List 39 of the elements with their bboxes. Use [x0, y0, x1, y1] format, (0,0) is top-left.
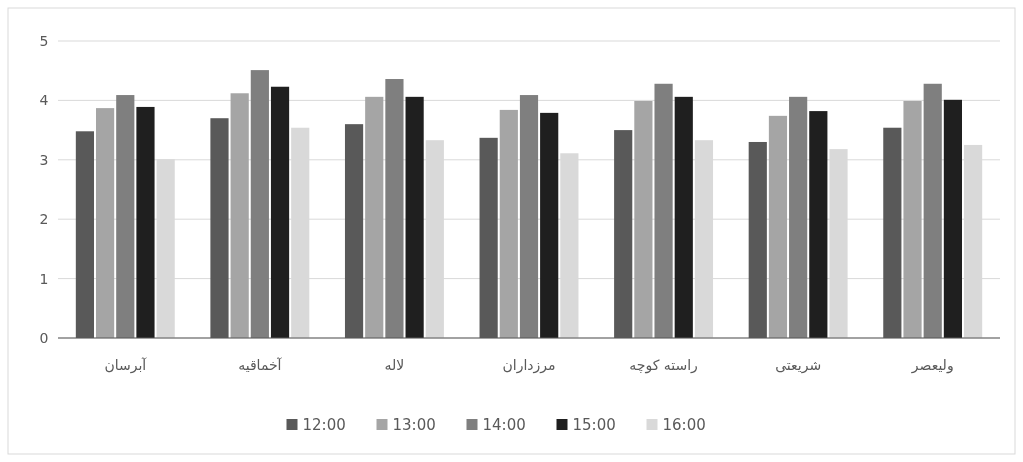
y-tick-label: 1 — [39, 270, 49, 287]
bar — [405, 96, 424, 338]
bar — [385, 79, 404, 338]
bar — [519, 95, 539, 338]
bar — [654, 83, 673, 338]
bar — [903, 100, 922, 338]
bar — [634, 100, 653, 338]
legend-label: 13:00 — [392, 416, 436, 434]
x-tick-label: شریعتی — [775, 357, 822, 374]
legend-label: 14:00 — [482, 416, 526, 434]
x-tick-label: ولیعصر — [910, 357, 954, 374]
bar — [768, 115, 788, 338]
bar — [365, 96, 384, 338]
bar — [116, 95, 135, 338]
bar — [270, 86, 290, 338]
y-tick-label: 5 — [39, 33, 49, 49]
bar — [230, 93, 249, 338]
y-tick-label: 0 — [39, 330, 49, 346]
bar — [943, 99, 962, 338]
legend-label: 12:00 — [302, 416, 346, 434]
y-tick-label: 3 — [39, 151, 49, 168]
bar — [923, 83, 942, 338]
bar — [250, 70, 269, 338]
y-tick-label: 4 — [39, 92, 49, 109]
bar — [809, 111, 828, 338]
bar — [96, 108, 115, 338]
bar — [540, 112, 559, 338]
x-tick-label: مرزداران — [502, 357, 556, 374]
bar — [499, 109, 518, 338]
x-tick-label: آخماقیه — [238, 357, 283, 373]
x-tick-label: لاله — [384, 357, 405, 373]
legend-label: 16:00 — [662, 416, 706, 434]
bar — [674, 96, 693, 338]
y-tick-label: 2 — [39, 211, 49, 228]
x-tick-label: راسته کوچه — [629, 357, 698, 374]
bar — [789, 96, 808, 338]
legend-label: 15:00 — [572, 416, 616, 434]
bar — [136, 106, 155, 338]
x-tick-label: آبرسان — [104, 357, 148, 374]
